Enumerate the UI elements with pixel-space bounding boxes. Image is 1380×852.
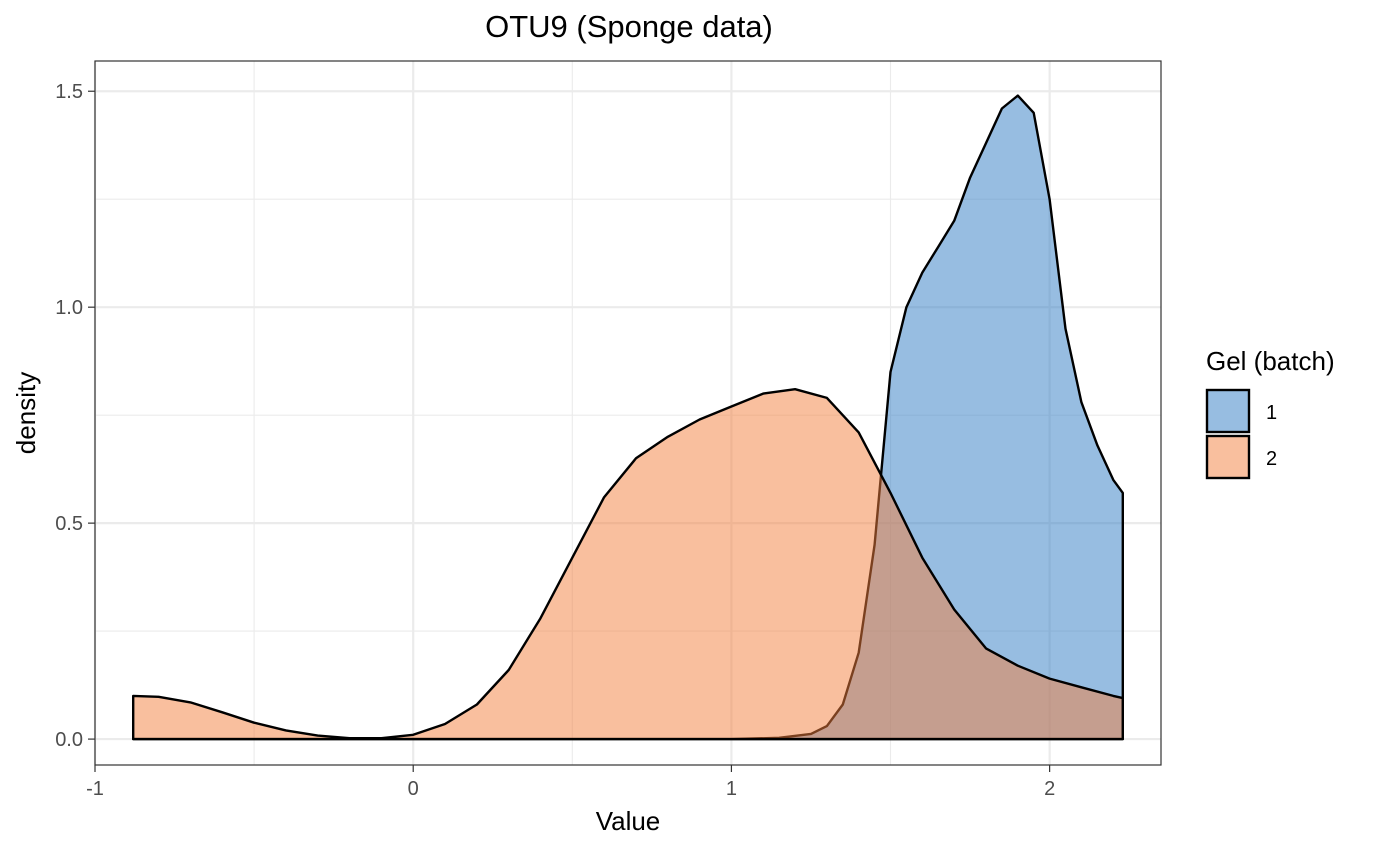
chart-title: OTU9 (Sponge data) (485, 9, 773, 44)
x-tick-label: 2 (1044, 778, 1055, 800)
plot-panel (93, 60, 1162, 766)
legend-key-swatch (1205, 388, 1251, 434)
y-tick-label: 0.5 (55, 513, 83, 535)
y-axis-title: density (11, 372, 41, 454)
y-axis: 0.0 0.5 1.0 1.5 (55, 81, 95, 751)
x-axis-title: Value (596, 806, 661, 836)
legend-item-1: 1 (1205, 388, 1277, 434)
y-tick-label: 1.5 (55, 81, 83, 103)
x-tick-label: -1 (86, 778, 104, 800)
density-series (132, 94, 1124, 741)
x-tick-label: 0 (408, 778, 419, 800)
density-area-series-2 (132, 388, 1124, 741)
y-tick-label: 1.0 (55, 297, 83, 319)
legend-label: 1 (1266, 402, 1277, 424)
legend-label: 2 (1266, 448, 1277, 470)
legend-item-2: 2 (1205, 434, 1277, 480)
legend-key-swatch (1205, 434, 1251, 480)
legend-title: Gel (batch) (1206, 346, 1335, 376)
x-tick-label: 1 (726, 778, 737, 800)
legend: Gel (batch) 1 2 (1205, 346, 1335, 480)
x-axis: -1 0 1 2 (86, 765, 1055, 800)
panel-border (94, 60, 1162, 766)
y-tick-label: 0.0 (55, 729, 83, 751)
